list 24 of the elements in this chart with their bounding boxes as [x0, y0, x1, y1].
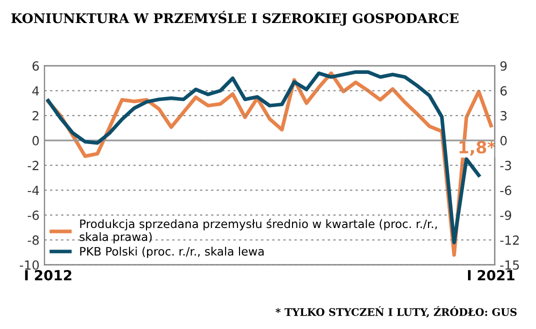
- text: * TYLKO STYCZEŃ I LUTY, ŹRÓDŁO: GUS: [276, 306, 517, 318]
- y-tick-label: -6: [28, 210, 39, 220]
- chart-title: KONIUNKTURA W PRZEMYŚLE I SZEROKIEJ GOSPODARCE: [11, 10, 458, 26]
- y2-tick-label: 9: [500, 61, 507, 71]
- y-tick-label: -4: [28, 186, 39, 195]
- y-tick-label: 0: [32, 136, 39, 146]
- legend-label: PKB Polski (proc. r./r., skala lewa: [80, 246, 264, 258]
- y-tick-label: -10: [20, 260, 39, 270]
- x-tick-label: I 2021: [468, 270, 514, 280]
- y-tick-label: 2: [32, 111, 38, 120]
- legend-label: Produkcja sprzedana przemysłu średnio w kwartale (proc. r./r., skala prawa): [80, 218, 437, 244]
- y2-tick-label: -12: [500, 235, 519, 245]
- y2-tick-label: 0: [500, 136, 507, 146]
- y2-tick-label: -3: [500, 160, 512, 170]
- x-tick-label: I 2012: [25, 270, 72, 280]
- y-tick-label: -2: [28, 160, 38, 170]
- y-tick-label: 4: [32, 86, 39, 96]
- y2-tick-label: 3: [500, 111, 507, 120]
- y2-tick-label: -15: [500, 260, 519, 270]
- y-tick-label: 6: [32, 61, 39, 71]
- y2-tick-label: 6: [500, 86, 507, 96]
- y2-tick-label: -9: [500, 210, 512, 220]
- y-tick-label: -8: [28, 235, 39, 245]
- y2-tick-label: -6: [500, 186, 512, 196]
